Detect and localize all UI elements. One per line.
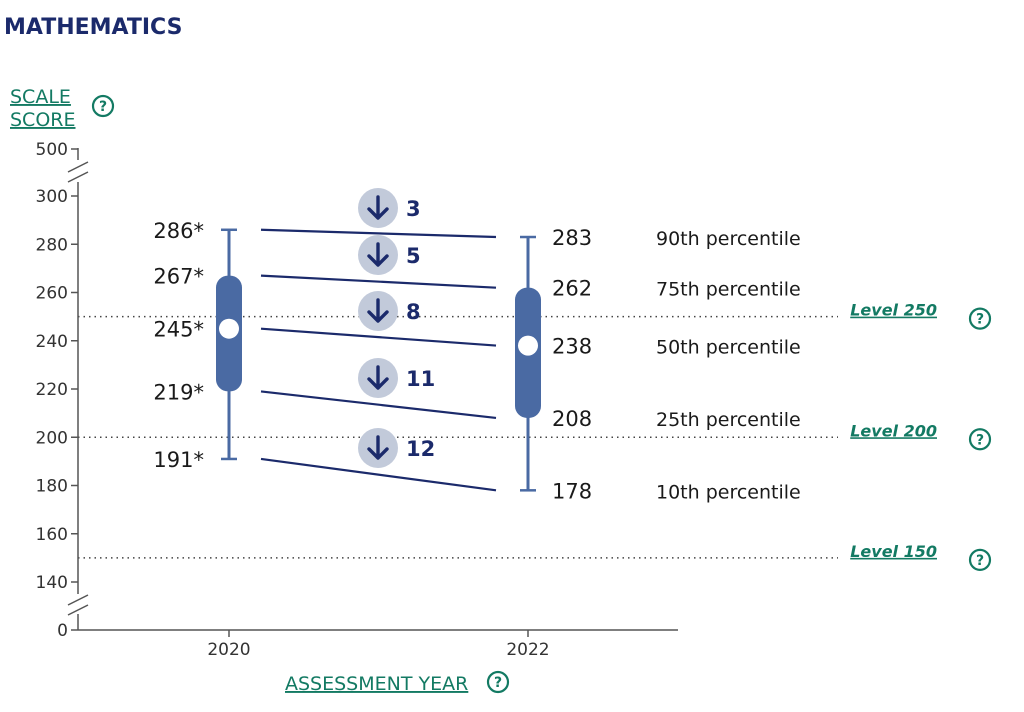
y-axis-label[interactable]: SCALE SCORE xyxy=(10,86,76,131)
percentile-label: 75th percentile xyxy=(656,279,801,301)
arrow-down-circle-icon xyxy=(358,188,398,228)
value-label-2020: 286* xyxy=(153,219,204,243)
box-2022[interactable] xyxy=(515,235,541,492)
value-label-2022: 238 xyxy=(552,335,592,359)
svg-text:?: ? xyxy=(494,675,502,691)
svg-text:?: ? xyxy=(976,432,984,448)
y-axis-label-line-1[interactable]: SCALE xyxy=(10,86,71,108)
arrow-down-circle-icon xyxy=(358,291,398,331)
y-tick-label: 500 xyxy=(36,140,68,160)
reference-level-label[interactable]: Level 250 xyxy=(850,301,937,320)
percentile-connector xyxy=(260,327,497,347)
value-label-2020: 267* xyxy=(153,265,204,289)
median-marker xyxy=(219,318,239,339)
difference-p75[interactable]: 5 xyxy=(358,235,421,275)
percentile-label: 25th percentile xyxy=(656,409,801,431)
difference-p25[interactable]: 11 xyxy=(358,358,435,398)
value-label-2022: 283 xyxy=(552,226,592,250)
chart-title: MATHEMATICS xyxy=(4,15,182,40)
value-label-2020: 191* xyxy=(153,448,204,472)
y-tick-label: 280 xyxy=(36,235,68,255)
y-tick-label: 160 xyxy=(36,525,68,545)
difference-value: 11 xyxy=(406,367,435,391)
value-label-2020: 219* xyxy=(153,380,204,404)
axis-break-mark xyxy=(67,604,89,616)
x-axis-label[interactable]: ASSESSMENT YEAR xyxy=(285,673,468,695)
difference-p50[interactable]: 8 xyxy=(358,291,421,331)
value-label-2022: 178 xyxy=(552,479,592,503)
percentile-connector xyxy=(260,274,497,289)
y-axis-label-line-2[interactable]: SCORE xyxy=(10,109,76,131)
reference-level-help-icon[interactable]: ? xyxy=(968,548,992,571)
difference-value: 8 xyxy=(406,300,421,324)
reference-level-label[interactable]: Level 150 xyxy=(850,542,937,561)
svg-text:?: ? xyxy=(976,312,984,328)
reference-level-help-icon[interactable]: ? xyxy=(968,428,992,451)
difference-value: 12 xyxy=(406,437,435,461)
difference-p90[interactable]: 3 xyxy=(358,188,421,228)
axis-break-mark xyxy=(67,161,89,173)
value-label-2020: 245* xyxy=(153,318,204,342)
box-2020[interactable] xyxy=(216,228,242,461)
arrow-down-circle-icon xyxy=(358,428,398,468)
median-marker xyxy=(518,335,538,356)
y-tick-label: 140 xyxy=(36,573,68,593)
x-tick-label: 2020 xyxy=(207,640,250,660)
difference-value: 3 xyxy=(406,197,421,221)
percentile-connector xyxy=(260,457,497,492)
axis-break-mark xyxy=(67,594,89,606)
y-tick-label: 240 xyxy=(36,332,68,352)
y-tick-label: 0 xyxy=(57,621,68,641)
y-axis-help-icon[interactable]: ? xyxy=(91,94,115,118)
y-tick-label: 300 xyxy=(36,187,68,207)
percentile-label: 90th percentile xyxy=(656,228,801,250)
arrow-down-circle-icon xyxy=(358,358,398,398)
reference-level-label[interactable]: Level 200 xyxy=(850,421,937,440)
difference-p10[interactable]: 12 xyxy=(358,428,435,468)
arrow-down-circle-icon xyxy=(358,235,398,275)
y-tick-label: 260 xyxy=(36,284,68,304)
percentile-label: 10th percentile xyxy=(656,481,801,503)
svg-text:?: ? xyxy=(976,553,984,569)
reference-level-help-icon[interactable]: ? xyxy=(968,307,992,330)
difference-value: 5 xyxy=(406,244,421,268)
x-axis-help-icon[interactable]: ? xyxy=(486,670,510,694)
x-tick-label: 2022 xyxy=(506,640,549,660)
percentile-label: 50th percentile xyxy=(656,337,801,359)
y-tick-label: 220 xyxy=(36,380,68,400)
axis-break-mark xyxy=(67,171,89,183)
y-tick-label: 180 xyxy=(36,477,68,497)
y-tick-label: 200 xyxy=(36,428,68,448)
percentile-connector xyxy=(260,390,497,420)
svg-text:?: ? xyxy=(99,99,107,115)
value-label-2022: 208 xyxy=(552,407,592,431)
value-label-2022: 262 xyxy=(552,277,592,301)
percentile-connector xyxy=(260,228,497,239)
